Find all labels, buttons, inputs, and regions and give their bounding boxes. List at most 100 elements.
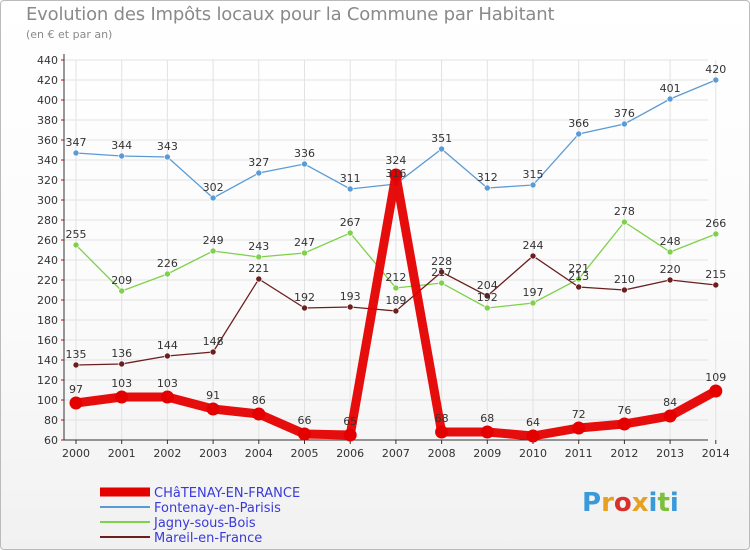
data-labels: 347 344 343 302 327 336 311 316 351 312 315 366 376 4…: [66, 63, 727, 429]
series-point-mareil-en-france: [72, 361, 80, 369]
data-label: 366: [568, 117, 589, 130]
data-label: 144: [157, 339, 178, 352]
series-point-fontenay-en-parisis: [712, 76, 720, 84]
data-label: 91: [206, 389, 220, 402]
data-label: 64: [526, 416, 540, 429]
data-label: 226: [157, 257, 178, 270]
data-label: 244: [523, 239, 544, 252]
x-tick-label: 2005: [291, 447, 319, 460]
series-point-fontenay-en-parisis: [483, 184, 491, 192]
data-label: 343: [157, 140, 178, 153]
data-label: 249: [203, 234, 224, 247]
series-point-fontenay-en-parisis: [438, 145, 445, 153]
series-point-mareil-en-france: [621, 286, 628, 294]
series-point-ch-tenay-en-france: [526, 429, 540, 443]
logo-letter: t: [657, 488, 670, 518]
data-label: 209: [111, 274, 132, 287]
data-label: 228: [431, 255, 452, 268]
chart-subtitle: (en € et par an): [26, 28, 113, 41]
data-label: 148: [203, 335, 224, 348]
series-point-fontenay-en-parisis: [72, 149, 80, 157]
x-tick-label: 2008: [428, 447, 456, 460]
y-tick-label: 300: [37, 194, 58, 207]
series-point-jagny-sous-bois: [392, 284, 400, 292]
legend-label: Fontenay-en-Parisis: [154, 501, 281, 516]
data-label: 312: [477, 171, 498, 184]
x-tick-label: 2006: [336, 447, 364, 460]
data-label: 217: [431, 266, 452, 279]
y-tick-label: 400: [37, 94, 58, 107]
series-point-mareil-en-france: [438, 268, 445, 276]
series-point-ch-tenay-en-france: [709, 384, 723, 398]
chart-title: Evolution des Impôts locaux pour la Comm…: [26, 4, 555, 25]
data-label: 103: [111, 377, 132, 390]
series-point-jagny-sous-bois: [118, 287, 125, 295]
series-point-jagny-sous-bois: [575, 275, 583, 283]
series-point-fontenay-en-parisis: [118, 152, 125, 160]
data-label: 344: [111, 139, 132, 152]
x-tick-label: 2011: [565, 447, 593, 460]
x-tick-label: 2013: [656, 447, 684, 460]
x-tick-label: 2009: [473, 447, 501, 460]
y-tick-label: 320: [37, 174, 58, 187]
y-tick-label: 440: [37, 54, 58, 67]
data-label: 68: [435, 412, 449, 425]
data-label: 136: [111, 347, 132, 360]
data-label: 221: [248, 262, 269, 275]
y-tick-label: 120: [37, 374, 58, 387]
axes: 60 80 100 120 140 160 180 200 220 240 260 280 300 320…: [37, 54, 730, 460]
series-point-mareil-en-france: [575, 283, 583, 291]
series-point-ch-tenay-en-france: [298, 427, 311, 441]
x-tick-label: 2003: [199, 447, 227, 460]
y-tick-label: 160: [37, 334, 58, 347]
series-point-ch-tenay-en-france: [389, 168, 403, 182]
series-point-jagny-sous-bois: [164, 270, 171, 278]
x-tick-label: 2010: [519, 447, 547, 460]
data-label: 135: [66, 348, 87, 361]
data-label: 213: [568, 270, 589, 283]
data-label: 66: [298, 414, 312, 427]
y-tick-label: 220: [37, 274, 58, 287]
series-point-mareil-en-france: [209, 348, 217, 356]
series-lines: [69, 76, 723, 443]
logo-letter: i: [669, 488, 679, 518]
data-label: 86: [252, 394, 266, 407]
series-point-fontenay-en-parisis: [666, 95, 674, 103]
data-label: 311: [340, 172, 361, 185]
data-label: 109: [705, 371, 726, 384]
series-point-fontenay-en-parisis: [209, 194, 217, 202]
series-point-mareil-en-france: [346, 303, 354, 311]
legend-label: Mareil-en-France: [154, 531, 262, 546]
series-point-jagny-sous-bois: [529, 299, 537, 307]
y-tick-label: 360: [37, 134, 58, 147]
series-point-jagny-sous-bois: [346, 229, 354, 237]
data-label: 221: [568, 262, 589, 275]
data-label: 103: [157, 377, 178, 390]
data-label: 192: [477, 291, 498, 304]
series-point-jagny-sous-bois: [666, 248, 674, 256]
logo-letter: i: [648, 488, 658, 518]
series-point-mareil-en-france: [529, 252, 537, 260]
series-point-jagny-sous-bois: [438, 279, 445, 287]
series-point-mareil-en-france: [118, 360, 125, 368]
series-point-ch-tenay-en-france: [206, 402, 220, 416]
series-point-mareil-en-france: [712, 281, 720, 289]
series-point-fontenay-en-parisis: [346, 185, 354, 193]
series-point-jagny-sous-bois: [72, 241, 80, 249]
series-point-ch-tenay-en-france: [480, 425, 494, 439]
data-label: 76: [617, 404, 631, 417]
series-point-ch-tenay-en-france: [69, 396, 83, 410]
series-point-jagny-sous-bois: [712, 230, 720, 238]
series-point-fontenay-en-parisis: [621, 120, 628, 128]
data-label: 420: [705, 63, 726, 76]
data-label: 336: [294, 147, 315, 160]
series-point-fontenay-en-parisis: [164, 153, 171, 161]
data-label: 401: [660, 82, 681, 95]
data-label: 278: [614, 205, 635, 218]
y-tick-label: 200: [37, 294, 58, 307]
series-point-jagny-sous-bois: [209, 247, 217, 255]
data-label: 243: [248, 240, 269, 253]
data-label: 248: [660, 235, 681, 248]
proxiti-logo: Proxiti: [582, 488, 679, 518]
series-point-fontenay-en-parisis: [575, 130, 583, 138]
